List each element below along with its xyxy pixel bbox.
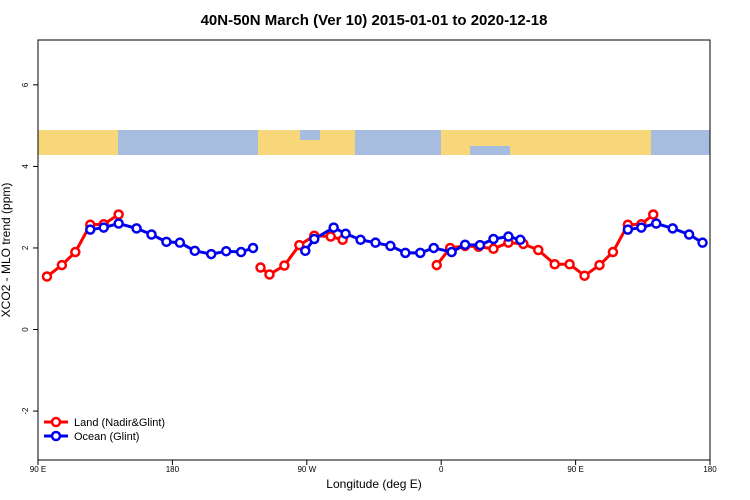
point bbox=[400, 247, 411, 259]
point bbox=[446, 246, 457, 258]
land-band bbox=[38, 130, 118, 155]
point bbox=[146, 229, 157, 240]
point bbox=[220, 245, 232, 257]
point bbox=[488, 243, 499, 255]
point bbox=[279, 260, 290, 271]
point bbox=[235, 246, 247, 258]
point bbox=[370, 237, 381, 248]
point bbox=[264, 269, 275, 280]
point bbox=[174, 237, 186, 248]
map-strip bbox=[38, 130, 710, 155]
y-tick-label: 4 bbox=[21, 164, 30, 169]
point bbox=[161, 236, 172, 248]
point bbox=[533, 244, 544, 256]
point bbox=[650, 218, 662, 229]
point bbox=[428, 242, 439, 254]
point bbox=[648, 209, 659, 220]
point bbox=[189, 245, 201, 257]
point bbox=[300, 245, 311, 257]
point bbox=[503, 231, 514, 242]
point bbox=[309, 233, 320, 245]
point bbox=[683, 229, 695, 240]
point bbox=[667, 223, 678, 234]
point bbox=[131, 223, 142, 234]
lake bbox=[300, 130, 320, 140]
point bbox=[579, 270, 590, 281]
y-tick-label: 0 bbox=[21, 327, 30, 332]
y-axis-label: XCO2 - MLO trend (ppm) bbox=[0, 183, 13, 318]
plot-frame bbox=[37, 39, 711, 461]
point bbox=[113, 218, 124, 229]
sea bbox=[470, 146, 510, 155]
point bbox=[340, 228, 351, 239]
x-tick-label: 90 E bbox=[30, 465, 46, 474]
point bbox=[636, 222, 647, 233]
point bbox=[41, 271, 53, 282]
point bbox=[294, 239, 305, 251]
point bbox=[255, 262, 266, 273]
y-tick-label: 2 bbox=[21, 245, 30, 250]
legend-label: Land (Nadir&Glint) bbox=[74, 417, 165, 429]
x-tick-label: 90 W bbox=[297, 465, 316, 474]
point bbox=[325, 231, 336, 242]
x-tick-label: 180 bbox=[703, 465, 717, 474]
point bbox=[607, 246, 619, 258]
point bbox=[247, 242, 259, 254]
legend-marker bbox=[50, 416, 62, 428]
point bbox=[328, 222, 339, 233]
point bbox=[56, 259, 68, 271]
point bbox=[415, 247, 426, 259]
point bbox=[70, 246, 81, 258]
x-tick-label: 90 E bbox=[567, 465, 583, 474]
y-tick-label: -2 bbox=[21, 407, 30, 415]
legend-marker bbox=[50, 430, 62, 442]
point bbox=[564, 259, 575, 270]
point bbox=[98, 222, 109, 233]
point bbox=[431, 259, 442, 271]
point bbox=[549, 259, 560, 270]
point bbox=[488, 233, 499, 245]
y-tick-label: 6 bbox=[21, 82, 30, 87]
point bbox=[355, 234, 366, 246]
point bbox=[515, 234, 526, 246]
point bbox=[474, 239, 486, 251]
point bbox=[205, 248, 217, 260]
point bbox=[385, 240, 396, 252]
x-tick-label: 0 bbox=[439, 465, 444, 474]
point bbox=[594, 259, 605, 271]
point bbox=[113, 209, 124, 220]
legend-label: Ocean (Glint) bbox=[74, 431, 139, 443]
x-tick-label: 180 bbox=[166, 465, 180, 474]
point bbox=[622, 224, 634, 235]
point bbox=[459, 239, 471, 250]
point bbox=[697, 237, 708, 248]
chart-title: 40N-50N March (Ver 10) 2015-01-01 to 202… bbox=[201, 12, 548, 29]
point bbox=[85, 224, 96, 235]
sea bbox=[380, 130, 410, 155]
x-axis-label: Longitude (deg E) bbox=[326, 477, 421, 491]
